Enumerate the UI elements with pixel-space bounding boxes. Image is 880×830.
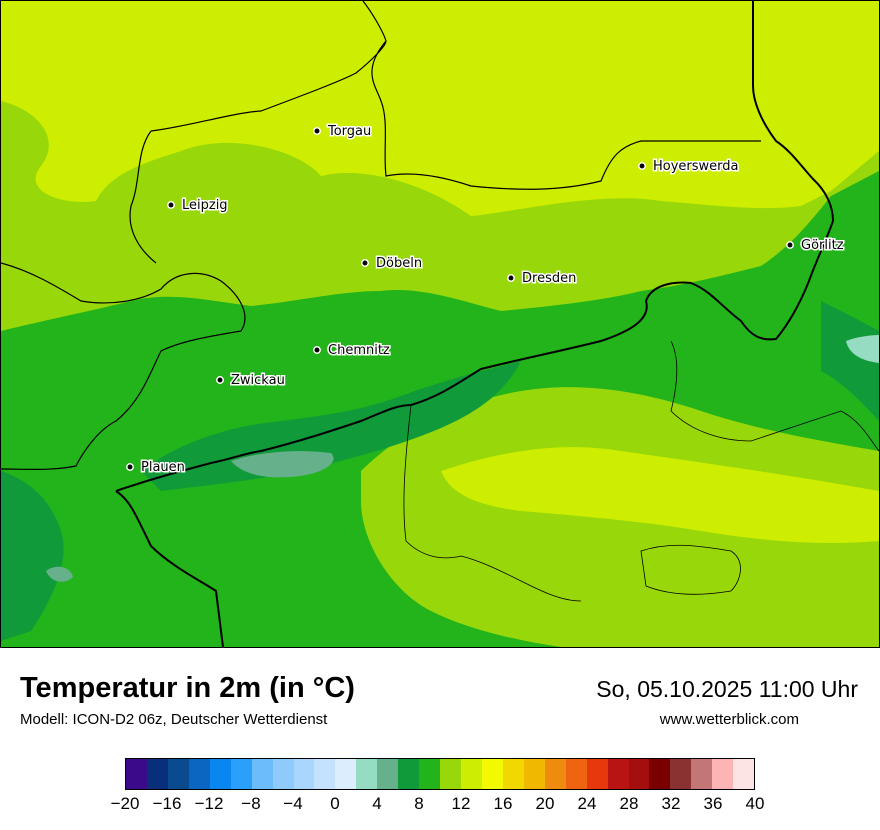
colorbar-tick: 32 <box>661 794 681 813</box>
city-dot <box>126 463 134 471</box>
colorbar-tick: 4 <box>372 794 382 813</box>
colorbar-tick: −20 <box>110 794 140 813</box>
temperature-map[interactable]: Torgau Hoyerswerda Leipzig Görlitz Döbeln Dre… <box>0 0 880 648</box>
colorbar-tick: 36 <box>703 794 723 813</box>
city-label: Hoyerswerda <box>653 159 739 174</box>
colorbar-cell <box>607 759 629 789</box>
national-border <box>115 1 835 647</box>
colorbar-cell <box>377 759 399 789</box>
temp-zone-6-south <box>46 566 73 582</box>
city-label: Chemnitz <box>328 343 390 358</box>
colorbar-cell <box>398 759 420 789</box>
city-plauen[interactable]: Plauen <box>126 459 186 477</box>
colorbar-cell <box>209 759 231 789</box>
colorbar-cell <box>670 759 692 789</box>
city-dresden[interactable]: Dresden <box>507 270 578 288</box>
colorbar-tick: 0 <box>330 794 340 813</box>
colorbar-cell <box>586 759 608 789</box>
colorbar-tick: −16 <box>152 794 182 813</box>
city-leipzig[interactable]: Leipzig <box>167 197 229 215</box>
colorbar-tick: −8 <box>241 794 261 813</box>
temp-zone-10-vogtland <box>1 471 64 641</box>
city-chemnitz[interactable]: Chemnitz <box>313 342 391 360</box>
city-label: Dresden <box>522 271 576 286</box>
colorbar-cell <box>649 759 671 789</box>
colorbar-tick: 16 <box>493 794 513 813</box>
colorbar-cell <box>481 759 503 789</box>
colorbar-tick: −4 <box>283 794 303 813</box>
colorbar-tick: 40 <box>745 794 765 813</box>
district-border <box>403 340 879 602</box>
colorbar-cell <box>733 759 755 789</box>
temp-zone-10-erzgebirge <box>141 361 521 491</box>
colorbar-cell <box>146 759 168 789</box>
city-hoyerswerda[interactable]: Hoyerswerda <box>638 158 740 176</box>
city-dot <box>507 274 515 282</box>
colorbar-tick: 12 <box>451 794 471 813</box>
colorbar-cell <box>461 759 482 789</box>
colorbar-cell <box>691 759 713 789</box>
colorbar-tick: 20 <box>535 794 555 813</box>
map-title: Temperatur in 2m (in °C) <box>20 672 355 704</box>
colorbar-cell <box>502 759 524 789</box>
colorbar-cell <box>712 759 734 789</box>
temp-zone-16-bohemia <box>441 447 879 543</box>
temp-zone-6-fichtelberg <box>231 451 334 478</box>
city-dot <box>216 376 224 384</box>
city-döbeln[interactable]: Döbeln <box>361 255 424 273</box>
colorbar-cell <box>440 759 461 789</box>
city-dot <box>167 201 175 209</box>
city-label: Döbeln <box>376 256 422 271</box>
city-görlitz[interactable]: Görlitz <box>786 237 845 255</box>
temp-zone-6-east <box>846 335 879 363</box>
state-border <box>1 1 761 470</box>
city-label: Torgau <box>327 124 371 139</box>
colorbar-cell <box>293 759 315 789</box>
website-link[interactable]: www.wetterblick.com <box>659 711 799 728</box>
colorbar-tick: 28 <box>619 794 639 813</box>
colorbar-tick: −12 <box>194 794 224 813</box>
colorbar-cell <box>628 759 650 789</box>
colorbar-cell <box>167 759 189 789</box>
city-markers: Torgau Hoyerswerda Leipzig Görlitz Döbeln Dre… <box>126 123 845 477</box>
colorbar-cell <box>356 759 378 789</box>
colorbar-cell <box>126 759 147 789</box>
colorbar-cell <box>544 759 566 789</box>
city-dot <box>786 241 794 249</box>
colorbar-cell <box>251 759 273 789</box>
city-label: Leipzig <box>182 198 228 213</box>
city-label: Zwickau <box>231 373 285 388</box>
city-zwickau[interactable]: Zwickau <box>216 372 286 390</box>
temperature-colorbar <box>125 758 755 790</box>
colorbar-cell <box>419 759 441 789</box>
colorbar-tick: 24 <box>577 794 597 813</box>
colorbar-cell <box>188 759 210 789</box>
colorbar-cell <box>565 759 587 789</box>
city-dot <box>638 162 646 170</box>
city-label: Plauen <box>141 460 185 475</box>
colorbar-cell <box>314 759 336 789</box>
city-label: Görlitz <box>801 238 844 253</box>
map-canvas: Torgau Hoyerswerda Leipzig Görlitz Döbeln Dre… <box>1 1 879 647</box>
forecast-datetime: So, 05.10.2025 11:00 Uhr <box>596 676 858 702</box>
colorbar-tick-labels: −20 −16 −12 −8 −4 0 4 8 12 16 20 24 28 32 36 40 <box>111 794 765 818</box>
city-dot <box>313 346 321 354</box>
city-dot <box>361 259 369 267</box>
city-torgau[interactable]: Torgau <box>313 123 373 141</box>
colorbar-cell <box>523 759 545 789</box>
temp-zone-10-east <box>821 301 879 421</box>
colorbar-cell <box>335 759 357 789</box>
colorbar-cell <box>272 759 294 789</box>
colorbar-cell <box>230 759 252 789</box>
city-dot <box>313 127 321 135</box>
model-source: Modell: ICON-D2 06z, Deutscher Wetterdie… <box>20 711 328 728</box>
colorbar-tick: 8 <box>414 794 424 813</box>
